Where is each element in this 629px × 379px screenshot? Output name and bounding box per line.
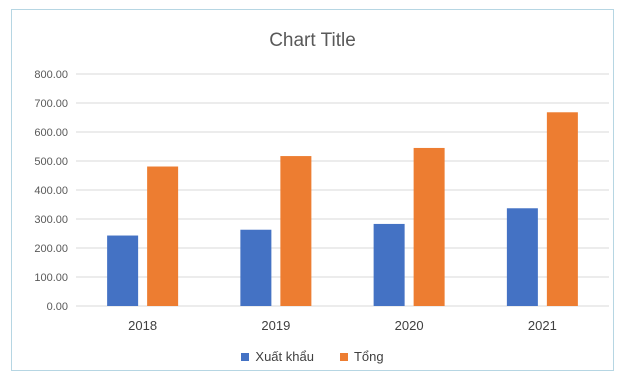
legend-item: Xuất khẩu xyxy=(241,349,314,364)
legend: Xuất khẩu Tổng xyxy=(12,349,613,364)
x-tick-label: 2020 xyxy=(395,318,424,333)
y-tick-label: 0.00 xyxy=(47,301,68,313)
y-tick-label: 300.00 xyxy=(34,214,68,226)
legend-label: Xuất khẩu xyxy=(255,349,314,364)
x-tick-label: 2019 xyxy=(261,318,290,333)
bar xyxy=(240,229,272,306)
bar xyxy=(107,235,139,306)
y-tick-label: 800.00 xyxy=(34,69,68,81)
legend-swatch xyxy=(241,352,250,361)
bar xyxy=(506,208,538,306)
plot-area: 0.00 100.00 200.00 300.00 400.00 500.00 600.00… xyxy=(34,69,609,333)
legend-item: Tổng xyxy=(339,349,384,364)
y-tick-label: 600.00 xyxy=(34,127,68,139)
y-tick-label: 400.00 xyxy=(34,185,68,197)
bar xyxy=(546,112,578,306)
bar xyxy=(413,147,445,306)
legend-swatch xyxy=(339,352,348,361)
y-tick-label: 100.00 xyxy=(34,272,68,284)
x-tick-label: 2021 xyxy=(528,318,557,333)
y-tick-label: 200.00 xyxy=(34,243,68,255)
bar xyxy=(373,223,405,306)
bar xyxy=(280,156,312,306)
bar xyxy=(147,166,179,306)
legend-label: Tổng xyxy=(353,349,384,364)
chart-frame: Chart Title 0.00 100.00 200.00 300.00 400.00… xyxy=(11,9,614,371)
y-tick-label: 700.00 xyxy=(34,98,68,110)
y-tick-label: 500.00 xyxy=(34,156,68,168)
chart-title: Chart Title xyxy=(269,30,356,51)
x-tick-label: 2018 xyxy=(128,318,157,333)
